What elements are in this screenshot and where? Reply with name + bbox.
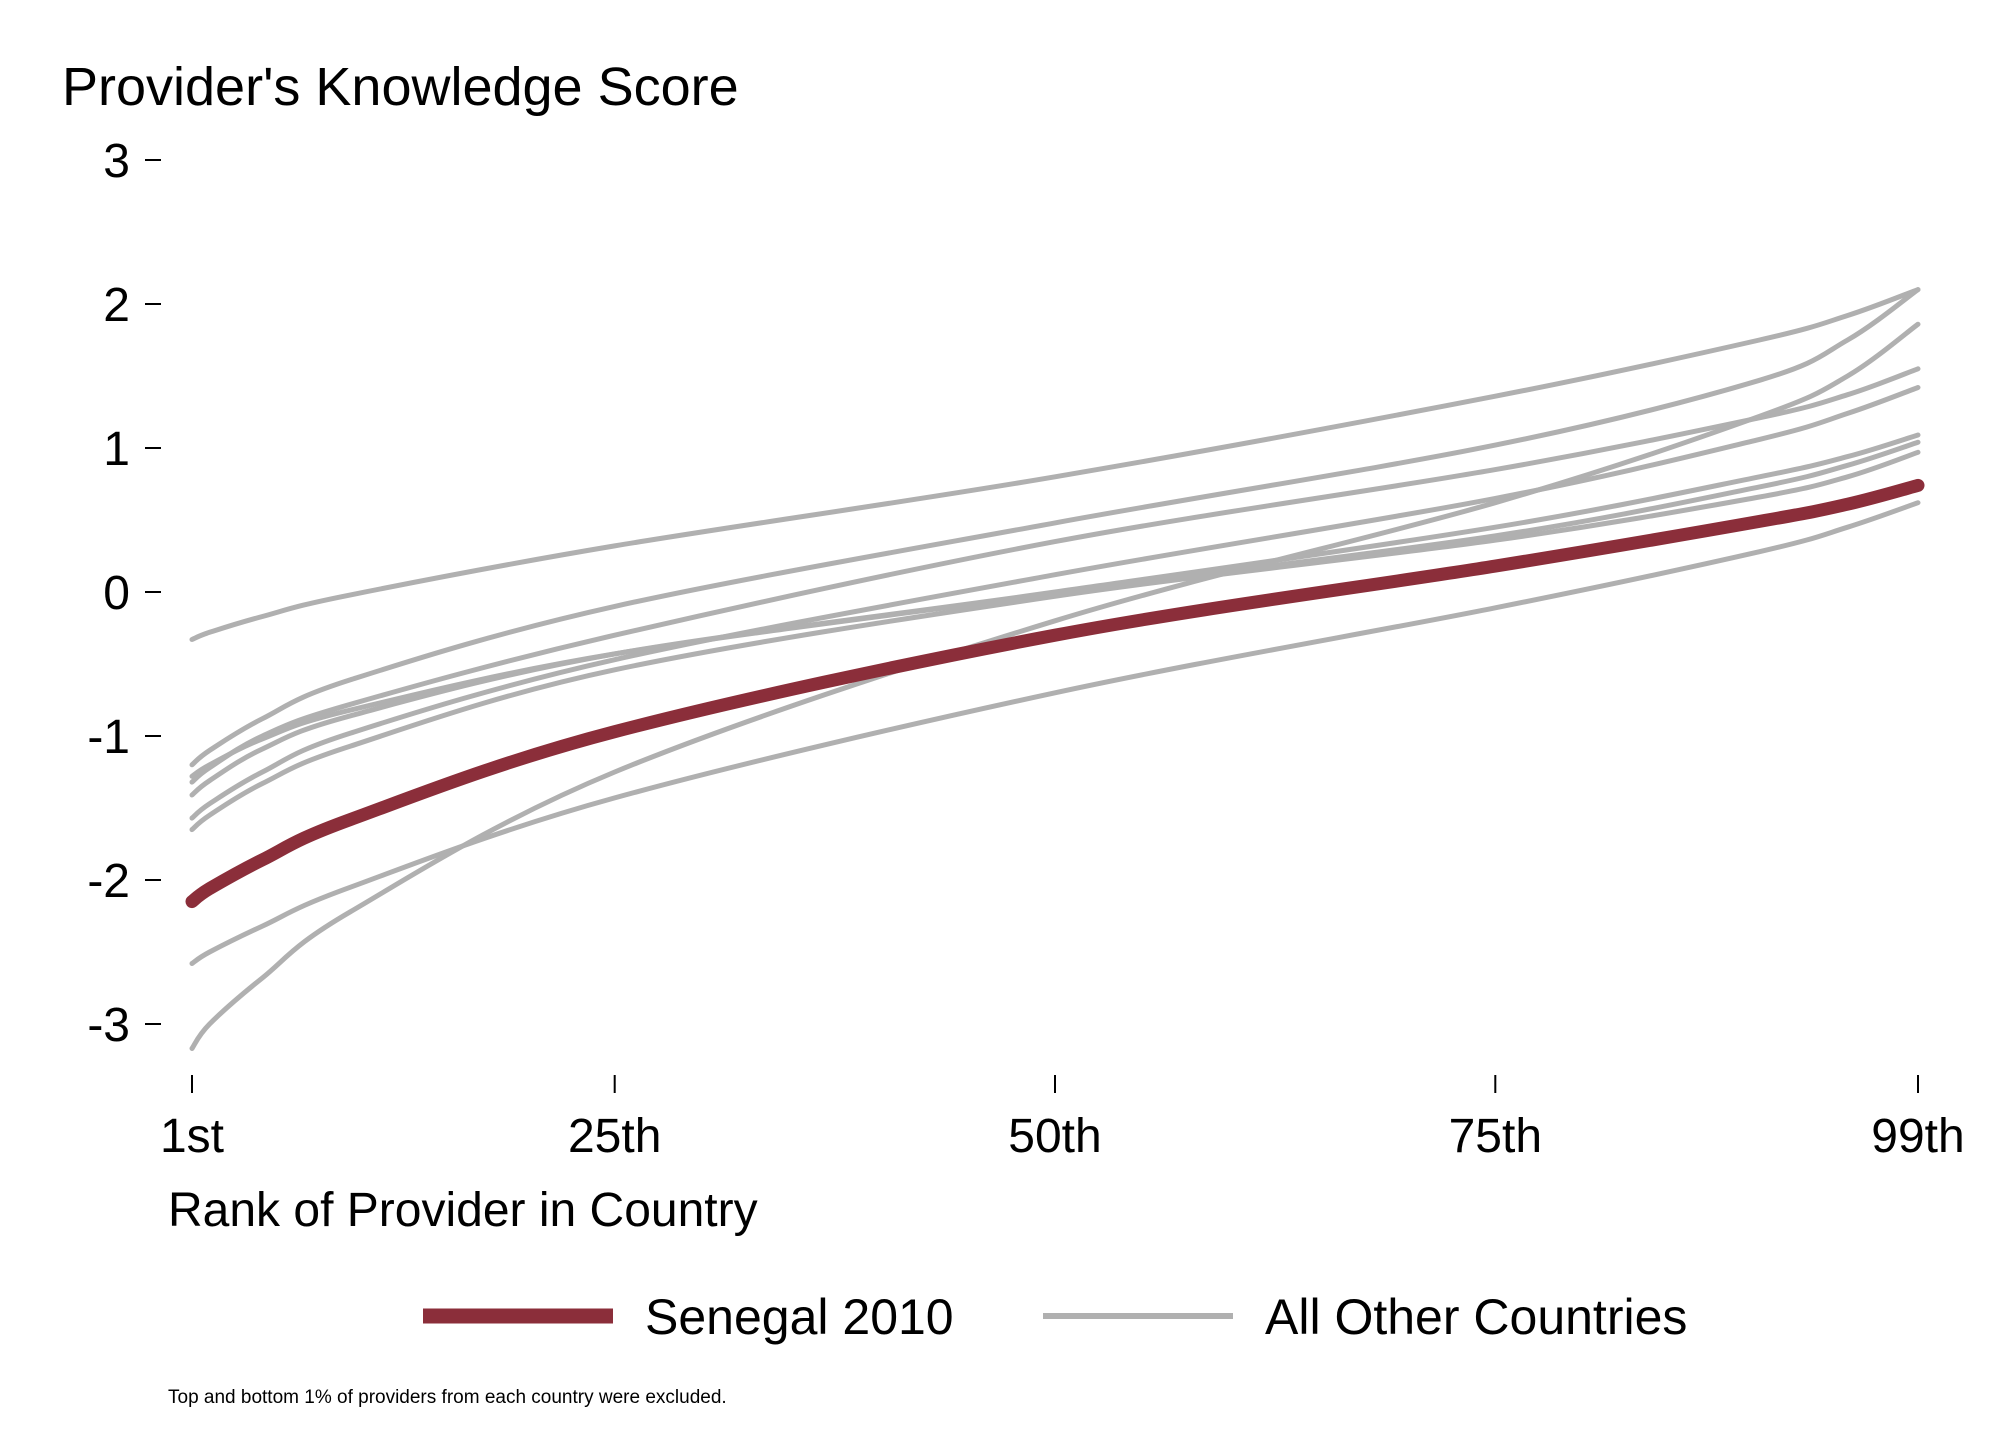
y-tick-label: 0 xyxy=(103,567,130,620)
y-tick-label: -1 xyxy=(87,711,130,764)
legend-label-senegal: Senegal 2010 xyxy=(645,1289,954,1345)
legend: Senegal 2010 All Other Countries xyxy=(423,1289,1687,1345)
chart-note: Top and bottom 1% of providers from each… xyxy=(168,1387,727,1408)
x-axis-title: Rank of Provider in Country xyxy=(168,1184,758,1237)
x-tick-label: 50th xyxy=(1008,1110,1101,1163)
series-group xyxy=(185,287,1925,1051)
x-tick-label: 75th xyxy=(1449,1110,1542,1163)
x-tick-label: 25th xyxy=(568,1110,661,1163)
series-line-other-country-6 xyxy=(189,432,1921,798)
y-axis: 3 2 1 0 -1 -2 -3 xyxy=(87,135,161,1052)
series-line-senegal-2010 xyxy=(185,478,1925,909)
y-tick-label: -2 xyxy=(87,855,130,908)
series-line-other-country-7 xyxy=(189,439,1921,779)
y-tick-label: 2 xyxy=(103,279,130,332)
x-tick-label: 1st xyxy=(160,1110,224,1163)
series-line-other-country-9 xyxy=(189,500,1921,966)
series-line-other-country-2 xyxy=(189,287,1921,768)
y-tick-label: -3 xyxy=(87,999,130,1052)
legend-label-other: All Other Countries xyxy=(1265,1289,1687,1345)
series-line-other-country-1 xyxy=(189,287,1921,642)
x-axis: 1st 25th 50th 75th 99th xyxy=(160,1075,1965,1163)
y-axis-title: Provider's Knowledge Score xyxy=(62,57,739,117)
y-tick-label: 1 xyxy=(103,423,130,476)
series-line-other-country-8 xyxy=(189,449,1921,833)
y-tick-label: 3 xyxy=(103,135,130,188)
series-line-other-country-5 xyxy=(189,385,1921,821)
x-tick-label: 99th xyxy=(1871,1110,1964,1163)
series-line-other-country-4 xyxy=(189,366,1921,785)
